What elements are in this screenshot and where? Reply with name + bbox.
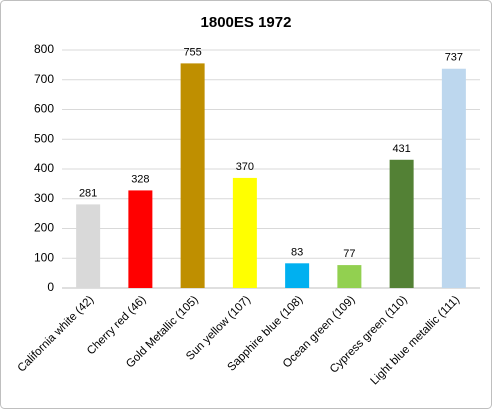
bar <box>285 263 310 288</box>
y-tick-label: 800 <box>34 42 54 56</box>
bar <box>76 204 101 288</box>
y-tick-label: 200 <box>34 221 54 235</box>
bar <box>180 63 205 289</box>
y-tick-label: 300 <box>34 191 54 205</box>
bar <box>128 190 153 288</box>
data-label: 77 <box>343 248 355 260</box>
data-label: 281 <box>79 187 97 199</box>
y-tick-label: 100 <box>34 250 54 264</box>
data-label: 737 <box>445 52 463 64</box>
y-tick-label: 700 <box>34 72 54 86</box>
y-tick-label: 500 <box>34 131 54 145</box>
chart-title: 1800ES 1972 <box>201 14 292 31</box>
data-label: 431 <box>392 143 410 155</box>
bar <box>337 265 362 288</box>
data-label: 370 <box>236 161 254 173</box>
y-tick-label: 600 <box>34 102 54 116</box>
data-label: 83 <box>291 246 303 258</box>
bar <box>441 68 466 289</box>
data-label: 755 <box>183 46 201 58</box>
bar <box>232 177 257 288</box>
y-tick-label: 0 <box>47 280 54 294</box>
bar <box>389 159 414 288</box>
data-label: 328 <box>131 173 149 185</box>
y-tick-label: 400 <box>34 161 54 175</box>
